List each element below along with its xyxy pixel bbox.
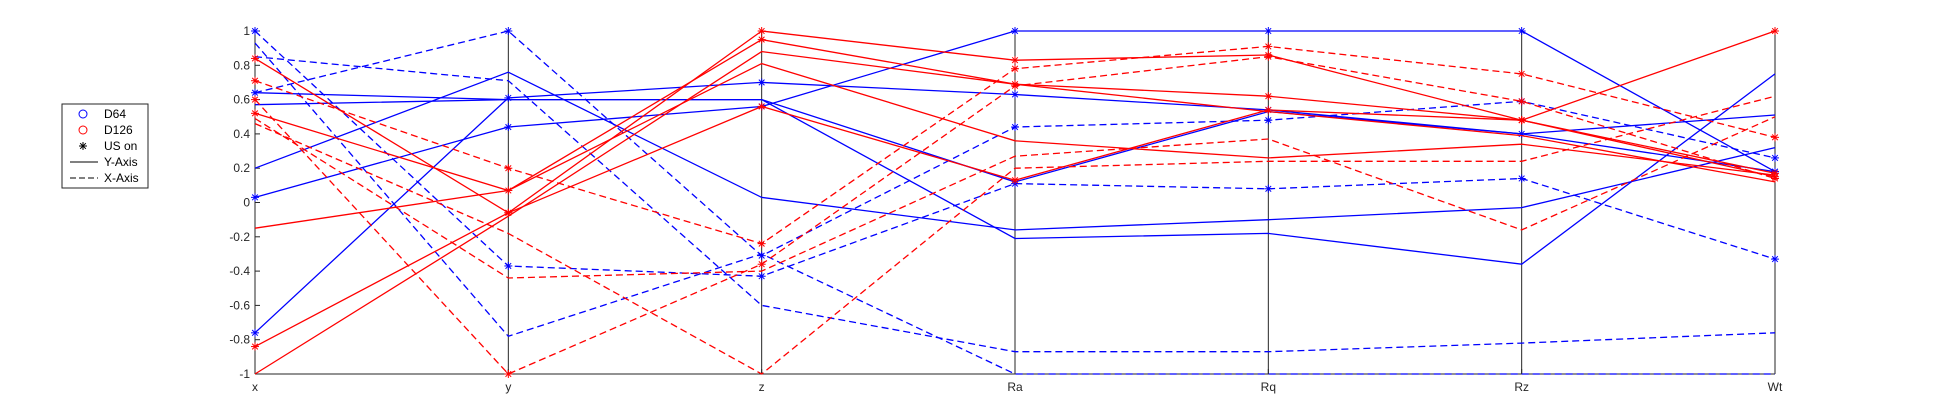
asterisk-marker — [757, 251, 766, 260]
asterisk-marker — [1264, 116, 1273, 125]
legend-item-d126: D126 — [78, 123, 133, 137]
asterisk-marker — [251, 95, 259, 104]
legend-item-us-on: US on — [79, 139, 137, 153]
y-tick-label: 1 — [243, 24, 250, 38]
asterisk-marker — [251, 54, 259, 63]
legend-label: D126 — [104, 123, 133, 137]
asterisk-marker — [1264, 52, 1273, 61]
series-line-d126-dashed-16 — [254, 116, 1776, 279]
asterisk-marker — [757, 27, 766, 35]
y-tick-label: -0.4 — [229, 264, 250, 278]
asterisk-marker — [1517, 27, 1526, 35]
asterisk-marker — [1517, 97, 1526, 106]
y-tick-label: -0.8 — [229, 333, 250, 347]
asterisk-marker — [757, 260, 766, 269]
asterisk-marker — [504, 208, 513, 217]
legend-circle-marker — [78, 125, 88, 135]
legend-label: Y-Axis — [104, 155, 138, 169]
asterisk-marker — [1011, 56, 1019, 65]
asterisk-marker — [504, 370, 513, 378]
asterisk-marker — [251, 88, 259, 97]
asterisk-marker — [1264, 92, 1273, 101]
asterisk-marker — [1011, 64, 1019, 73]
x-tick-label-y: y — [505, 380, 511, 394]
y-tick-label: 0.6 — [233, 93, 250, 107]
legend: D64 D126 US on Y-Axis X-Axis — [61, 103, 149, 189]
x-tick-label-wt: Wt — [1768, 380, 1783, 394]
asterisk-marker — [79, 142, 87, 150]
asterisk-marker — [251, 193, 259, 202]
asterisk-marker — [504, 27, 513, 35]
axes-layer — [254, 30, 1776, 375]
legend-label: X-Axis — [104, 171, 139, 185]
asterisk-marker — [1264, 27, 1273, 35]
asterisk-marker — [1771, 133, 1779, 142]
y-tick-label: 0.4 — [233, 127, 250, 141]
legend-circle-marker — [78, 109, 88, 119]
asterisk-marker — [757, 35, 766, 44]
series-line-d126-solid-12 — [254, 62, 1776, 229]
asterisk-marker — [251, 27, 259, 35]
legend-item-d64: D64 — [78, 107, 126, 121]
legend-label: D64 — [104, 107, 126, 121]
series-line-d64-solid-3 — [254, 71, 1776, 231]
y-tick-label: 0.2 — [233, 161, 250, 175]
asterisk-marker — [251, 328, 259, 337]
asterisk-marker — [1264, 42, 1273, 51]
asterisk-marker — [757, 239, 766, 248]
x-tick-label-z: z — [759, 380, 765, 394]
y-tick-label: 0 — [243, 196, 250, 210]
asterisk-marker — [251, 342, 259, 351]
asterisk-marker — [1771, 255, 1779, 264]
labels-layer: -1 -0.8 -0.6 -0.4 -0.2 0 0.2 0.4 0.6 0.8 1 x y z Ra Rq R… — [229, 24, 1783, 394]
asterisk-marker — [1264, 184, 1273, 193]
asterisk-marker — [504, 261, 513, 270]
x-tick-label-rz: Rz — [1514, 380, 1529, 394]
asterisk-marker — [1011, 27, 1019, 35]
x-tick-label-x: x — [252, 380, 258, 394]
asterisk-marker — [1517, 116, 1526, 125]
legend-item-x-axis: X-Axis — [70, 171, 139, 185]
asterisk-marker — [504, 164, 513, 173]
series-line-d126-dashed-17 — [254, 95, 1776, 375]
asterisk-marker — [1517, 174, 1526, 183]
asterisk-marker — [1517, 69, 1526, 78]
series-line-d64-dashed-7 — [254, 56, 1776, 353]
series-line-d64-dashed-8 — [254, 42, 1775, 375]
x-tick-label-rq: Rq — [1261, 380, 1276, 394]
asterisk-marker — [251, 76, 259, 85]
asterisk-marker — [504, 93, 513, 102]
asterisk-marker — [757, 272, 766, 281]
asterisk-marker — [757, 78, 766, 87]
asterisk-marker — [1011, 90, 1019, 99]
legend-label: US on — [104, 139, 137, 153]
asterisk-marker — [1771, 153, 1779, 162]
y-tick-label: 0.8 — [233, 58, 250, 72]
legend-box — [61, 103, 149, 189]
asterisk-marker — [251, 109, 259, 118]
asterisk-marker — [1771, 174, 1779, 183]
series-line-d64-solid-4 — [254, 73, 1776, 265]
x-tick-label-ra: Ra — [1007, 380, 1023, 394]
asterisk-marker — [1771, 27, 1779, 35]
series-layer — [251, 27, 1779, 378]
asterisk-marker — [757, 102, 766, 111]
y-tick-label: -1 — [239, 367, 250, 381]
asterisk-marker — [504, 123, 513, 132]
y-tick-label: -0.6 — [229, 298, 250, 312]
y-tick-label: -0.2 — [229, 230, 250, 244]
legend-item-y-axis: Y-Axis — [70, 155, 138, 169]
asterisk-marker — [1264, 105, 1273, 114]
asterisk-marker — [1011, 123, 1019, 132]
asterisk-marker — [1011, 81, 1019, 90]
asterisk-marker — [1011, 176, 1019, 185]
